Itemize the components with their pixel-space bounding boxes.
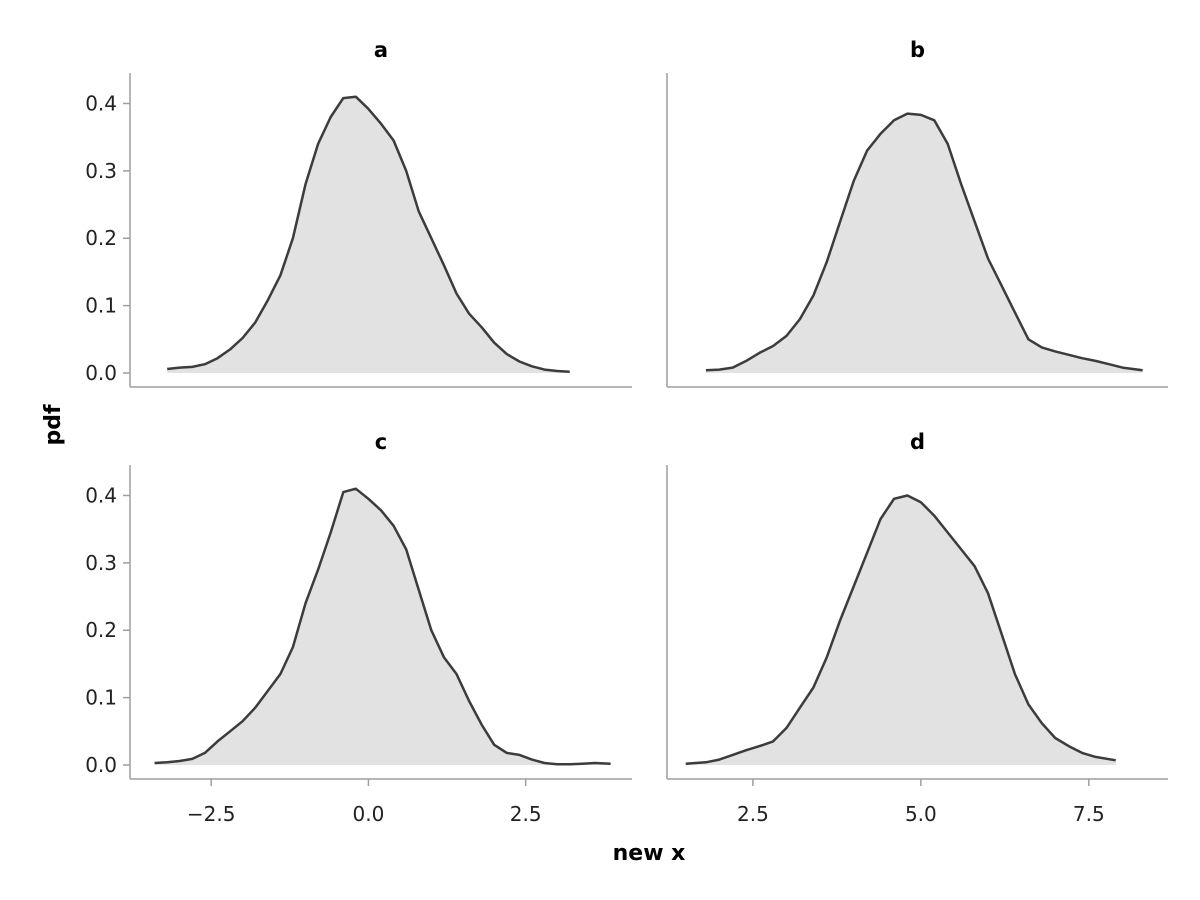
- density-area: [705, 113, 1143, 373]
- panel-title: b: [910, 38, 925, 62]
- panel-title: d: [910, 430, 925, 454]
- x-tick-label: 2.5: [510, 802, 542, 826]
- density-area: [154, 488, 611, 765]
- density-curve: [167, 95, 570, 373]
- x-tick-label: −2.5: [187, 802, 236, 826]
- y-tick-label: 0.2: [85, 618, 117, 642]
- x-tick-label: 5.0: [905, 802, 937, 826]
- y-tick-label: 0.3: [85, 551, 117, 575]
- x-axis-title: new x: [613, 841, 686, 866]
- panel-title: c: [375, 430, 387, 454]
- x-tick-label: 2.5: [737, 802, 769, 826]
- panel-a: a 0.0 0.1 0.2 0.3 0.4: [85, 38, 632, 388]
- density-area: [685, 495, 1116, 765]
- panels-layer: a 0.0 0.1 0.2 0.3 0.4 b c 0.0 0.1 0.2 0.3 0.4 −2.5 0.0…: [85, 38, 1168, 826]
- panel-title: a: [374, 38, 388, 62]
- x-tick-label: 0.0: [353, 802, 385, 826]
- panel-b: b: [666, 38, 1168, 388]
- density-curve: [154, 487, 611, 766]
- y-tick-label: 0.4: [85, 91, 117, 115]
- y-axis-title: pdf: [41, 404, 66, 445]
- y-tick-label: 0.4: [85, 483, 117, 507]
- y-tick-label: 0.1: [85, 686, 117, 710]
- panel-d: d 2.5 5.0 7.5: [666, 430, 1168, 826]
- y-tick-label: 0.3: [85, 159, 117, 183]
- density-curve: [705, 112, 1143, 372]
- panel-c: c 0.0 0.1 0.2 0.3 0.4 −2.5 0.0 2.5: [85, 430, 632, 826]
- y-tick-label: 0.0: [85, 361, 117, 385]
- y-tick-label: 0.1: [85, 294, 117, 318]
- density-curve: [685, 494, 1116, 765]
- y-tick-label: 0.0: [85, 753, 117, 777]
- x-tick-label: 7.5: [1073, 802, 1105, 826]
- y-tick-label: 0.2: [85, 226, 117, 250]
- density-area: [167, 96, 570, 373]
